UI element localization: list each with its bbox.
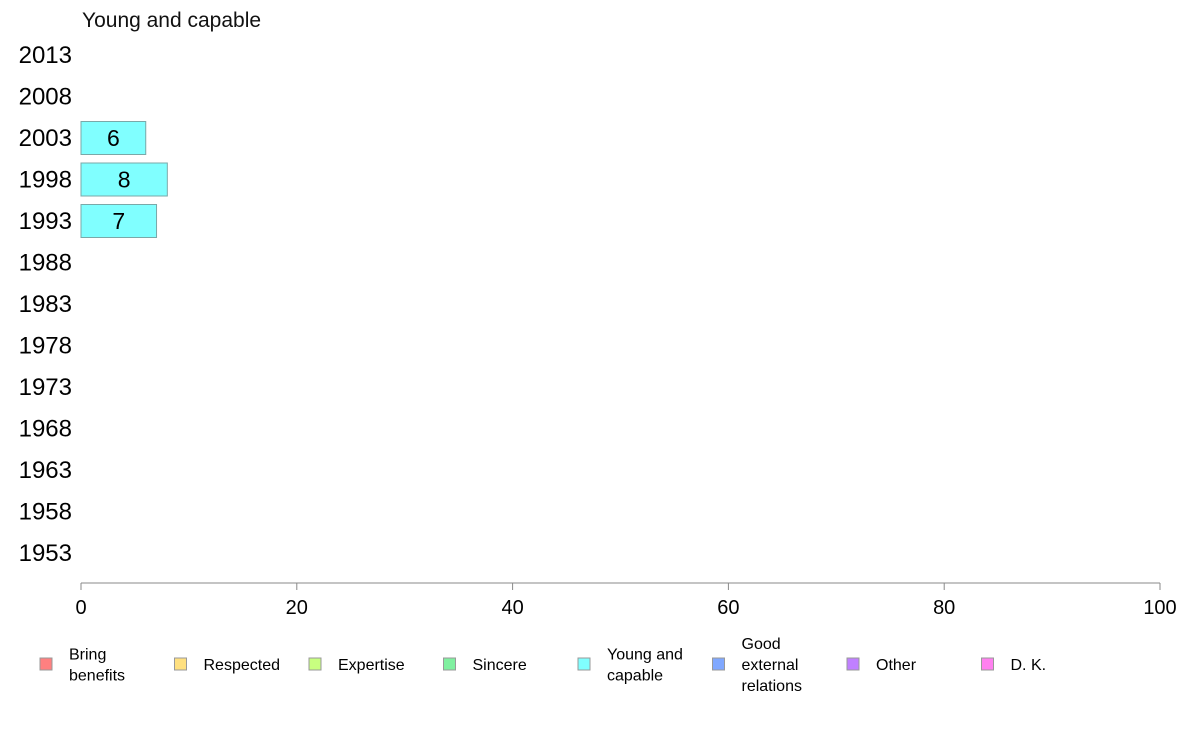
y-axis-labels: 2013 2008 2003 1998 1993 1988 1983 1978 1973 1968…: [19, 42, 72, 567]
legend-label: Young and capable: [607, 647, 683, 685]
legend-label: Other: [876, 657, 917, 674]
y-tick-label: 2003: [19, 125, 72, 152]
y-tick-label: 1978: [19, 333, 72, 360]
x-axis: 0 20 40 60 80 100: [75, 582, 1177, 619]
legend-item: Respected: [174, 657, 281, 674]
legend-swatch: [39, 657, 53, 671]
x-tick-label: 100: [1143, 597, 1176, 619]
legend-label: D. K.: [1011, 657, 1047, 674]
legend-item: Bring benefits: [39, 647, 125, 685]
legend-swatch: [846, 657, 860, 671]
x-tick-label: 60: [717, 597, 739, 619]
legend-swatch: [308, 657, 322, 671]
legend-swatch: [981, 657, 994, 671]
x-tick-label: 20: [286, 597, 308, 619]
y-tick-label: 2008: [19, 84, 72, 111]
legend-item: Expertise: [308, 657, 405, 674]
bar: [80, 162, 168, 197]
bar-value-label: 6: [107, 125, 120, 151]
bars-group: 6 8 7: [80, 121, 168, 238]
legend-swatch: [712, 657, 725, 671]
bar: [80, 204, 158, 238]
bar-value-label: 7: [112, 208, 125, 234]
y-tick-label: 1968: [19, 416, 72, 443]
legend-item: D. K.: [981, 657, 1047, 674]
chart-title: Young and capable: [82, 9, 261, 32]
legend-label: Bring benefits: [69, 647, 125, 685]
legend-swatch: [174, 657, 187, 671]
y-tick-label: 1998: [19, 167, 72, 194]
y-tick-label: 1953: [19, 540, 72, 567]
bar-value-label: 8: [118, 167, 131, 193]
y-tick-label: 2013: [19, 42, 72, 69]
x-tick-label: 40: [501, 597, 523, 619]
legend-label: Respected: [204, 657, 281, 674]
legend-item: Sincere: [443, 657, 527, 674]
x-tick-label: 0: [75, 597, 86, 619]
legend: Bring benefits Respected Expertise Sincere Yo…: [39, 636, 1047, 695]
y-tick-label: 1958: [19, 499, 72, 526]
legend-item: Good external relations: [712, 636, 802, 695]
y-tick-label: 1993: [19, 208, 72, 235]
y-tick-label: 1988: [19, 250, 72, 277]
y-tick-label: 1963: [19, 457, 72, 484]
y-tick-label: 1973: [19, 374, 72, 401]
legend-swatch: [577, 657, 591, 671]
legend-item: Other: [846, 657, 917, 674]
legend-label: Good external relations: [742, 636, 802, 695]
y-tick-label: 1983: [19, 291, 72, 318]
legend-label: Sincere: [473, 657, 527, 674]
legend-item: Young and capable: [577, 647, 683, 685]
legend-swatch: [443, 657, 456, 671]
bar: [80, 121, 147, 155]
legend-label: Expertise: [338, 657, 405, 674]
x-tick-label: 80: [933, 597, 955, 619]
